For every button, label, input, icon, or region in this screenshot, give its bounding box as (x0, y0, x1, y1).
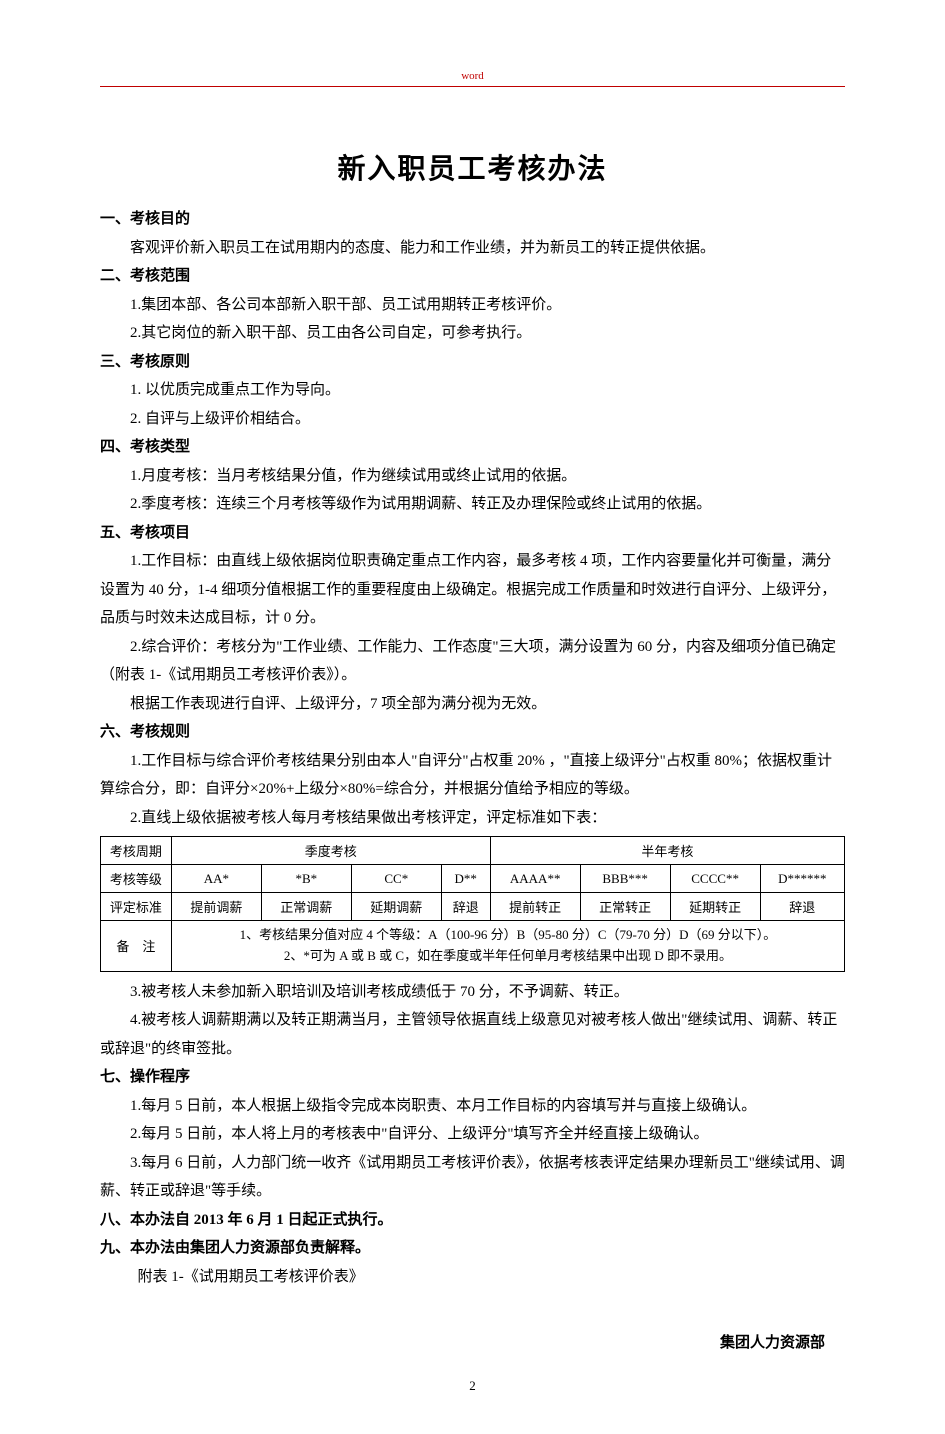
section-4-item-2: 2.季度考核：连续三个月考核等级作为试用期调薪、转正及办理保险或终止试用的依据。 (100, 490, 845, 519)
table-cell: 辞退 (760, 893, 844, 921)
section-6-item-2: 2.直线上级依据被考核人每月考核结果做出考核评定，评定标准如下表： (100, 804, 845, 833)
section-5-heading: 五、考核项目 (100, 519, 845, 548)
section-3-item-2: 2. 自评与上级评价相结合。 (100, 405, 845, 434)
section-8-heading: 八、本办法自 2013 年 6 月 1 日起正式执行。 (100, 1206, 845, 1235)
table-header-cycle: 考核周期 (101, 837, 172, 865)
table-remark-cell: 1、考核结果分值对应 4 个等级：A（100-96 分）B（95-80 分）C（… (171, 921, 844, 972)
section-7-item-2: 2.每月 5 日前，本人将上月的考核表中"自评分、上级评分"填写齐全并经直接上级… (100, 1120, 845, 1149)
table-cell: *B* (261, 865, 351, 893)
section-9-attachment: 附表 1-《试用期员工考核评价表》 (100, 1263, 845, 1292)
section-2-item-1: 1.集团本部、各公司本部新入职干部、员工试用期转正考核评价。 (100, 291, 845, 320)
section-3-heading: 三、考核原则 (100, 348, 845, 377)
section-1-heading: 一、考核目的 (100, 205, 845, 234)
section-2-heading: 二、考核范围 (100, 262, 845, 291)
remark-line-1: 1、考核结果分值对应 4 个等级：A（100-96 分）B（95-80 分）C（… (174, 925, 842, 946)
table-cell: 提前转正 (490, 893, 580, 921)
table-row: 考核等级 AA* *B* CC* D** AAAA** BBB*** CCCC*… (101, 865, 845, 893)
section-4-heading: 四、考核类型 (100, 433, 845, 462)
document-title: 新入职员工考核办法 (100, 147, 845, 187)
section-4-item-1: 1.月度考核：当月考核结果分值，作为继续试用或终止试用的依据。 (100, 462, 845, 491)
signature-line: 集团人力资源部 (100, 1331, 845, 1352)
table-cell: 延期调薪 (351, 893, 441, 921)
table-row: 评定标准 提前调薪 正常调薪 延期调薪 辞退 提前转正 正常转正 延期转正 辞退 (101, 893, 845, 921)
header-watermark: word (100, 70, 845, 87)
table-cell: 正常调薪 (261, 893, 351, 921)
section-9-heading: 九、本办法由集团人力资源部负责解释。 (100, 1234, 845, 1263)
evaluation-standards-table: 考核周期 季度考核 半年考核 考核等级 AA* *B* CC* D** AAAA… (100, 836, 845, 972)
table-cell: 正常转正 (580, 893, 670, 921)
table-cell: CC* (351, 865, 441, 893)
section-1-paragraph: 客观评价新入职员工在试用期内的态度、能力和工作业绩，并为新员工的转正提供依据。 (100, 234, 845, 263)
table-cell: 延期转正 (670, 893, 760, 921)
section-5-item-3: 根据工作表现进行自评、上级评分，7 项全部为满分视为无效。 (100, 690, 845, 719)
table-header-remark: 备 注 (101, 921, 172, 972)
section-6-item-1: 1.工作目标与综合评价考核结果分别由本人"自评分"占权重 20% ，"直接上级评… (100, 747, 845, 804)
section-5-item-2: 2.综合评价：考核分为"工作业绩、工作能力、工作态度"三大项，满分设置为 60 … (100, 633, 845, 690)
table-header-grade: 考核等级 (101, 865, 172, 893)
table-row: 备 注 1、考核结果分值对应 4 个等级：A（100-96 分）B（95-80 … (101, 921, 845, 972)
document-page: word 新入职员工考核办法 一、考核目的 客观评价新入职员工在试用期内的态度、… (0, 0, 945, 1434)
section-7-item-3: 3.每月 6 日前，人力部门统一收齐《试用期员工考核评价表》，依据考核表评定结果… (100, 1149, 845, 1206)
section-7-item-1: 1.每月 5 日前，本人根据上级指令完成本岗职责、本月工作目标的内容填写并与直接… (100, 1092, 845, 1121)
section-6-item-3: 3.被考核人未参加新入职培训及培训考核成绩低于 70 分，不予调薪、转正。 (100, 978, 845, 1007)
table-cell: AAAA** (490, 865, 580, 893)
section-6-heading: 六、考核规则 (100, 718, 845, 747)
table-row: 考核周期 季度考核 半年考核 (101, 837, 845, 865)
page-number: 2 (100, 1378, 845, 1394)
table-header-standard: 评定标准 (101, 893, 172, 921)
table-cell: D****** (760, 865, 844, 893)
table-header-halfyear: 半年考核 (490, 837, 844, 865)
table-cell: 辞退 (441, 893, 490, 921)
table-cell: AA* (171, 865, 261, 893)
section-2-item-2: 2.其它岗位的新入职干部、员工由各公司自定，可参考执行。 (100, 319, 845, 348)
table-cell: CCCC** (670, 865, 760, 893)
section-3-item-1: 1. 以优质完成重点工作为导向。 (100, 376, 845, 405)
table-cell: 提前调薪 (171, 893, 261, 921)
section-7-heading: 七、操作程序 (100, 1063, 845, 1092)
remark-line-2: 2、*可为 A 或 B 或 C，如在季度或半年任何单月考核结果中出现 D 即不录… (174, 946, 842, 967)
section-5-item-1: 1.工作目标：由直线上级依据岗位职责确定重点工作内容，最多考核 4 项，工作内容… (100, 547, 845, 633)
table-header-quarter: 季度考核 (171, 837, 490, 865)
section-6-item-4: 4.被考核人调薪期满以及转正期满当月，主管领导依据直线上级意见对被考核人做出"继… (100, 1006, 845, 1063)
table-cell: D** (441, 865, 490, 893)
table-cell: BBB*** (580, 865, 670, 893)
